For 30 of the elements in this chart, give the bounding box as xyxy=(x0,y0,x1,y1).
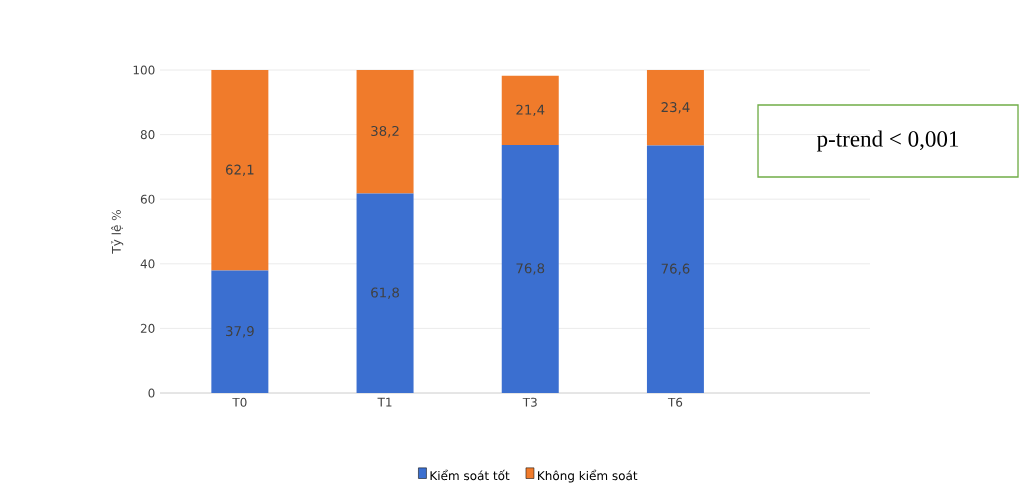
bar xyxy=(356,193,414,393)
y-tick-label: 0 xyxy=(148,388,155,398)
y-tick-label: 60 xyxy=(140,194,155,204)
bar xyxy=(211,270,269,393)
y-tick-label: 80 xyxy=(140,130,155,140)
data-label: 62,1 xyxy=(225,164,254,177)
x-tick-label: T1 xyxy=(377,397,392,407)
y-tick-label: 100 xyxy=(133,65,155,75)
bar xyxy=(501,75,559,145)
bar xyxy=(501,144,559,393)
annotation: p-trend < 0,001 xyxy=(816,130,959,152)
bar xyxy=(646,70,704,146)
legend-label: Không kiểm soát xyxy=(538,469,638,483)
data-label: 37,9 xyxy=(226,326,254,338)
y-tick-label: 20 xyxy=(140,323,155,333)
y-axis-title: Tỷ lệ % xyxy=(110,210,124,254)
x-tick-label: T0 xyxy=(232,397,247,407)
bar xyxy=(356,70,414,194)
y-tick-label: 40 xyxy=(140,259,155,269)
data-label: 23,4 xyxy=(661,102,690,114)
bar xyxy=(211,70,269,271)
data-label: 76,8 xyxy=(516,263,545,275)
data-label: 76,6 xyxy=(661,263,690,276)
x-tick-label: T3 xyxy=(522,397,537,407)
data-label: 61,8 xyxy=(371,287,399,299)
x-tick-label: T6 xyxy=(667,397,683,407)
data-label: 38,2 xyxy=(371,125,399,138)
data-label: 21,4 xyxy=(516,104,545,117)
legend-label: Kiểm soát tốt xyxy=(430,469,510,481)
bar xyxy=(646,145,704,393)
